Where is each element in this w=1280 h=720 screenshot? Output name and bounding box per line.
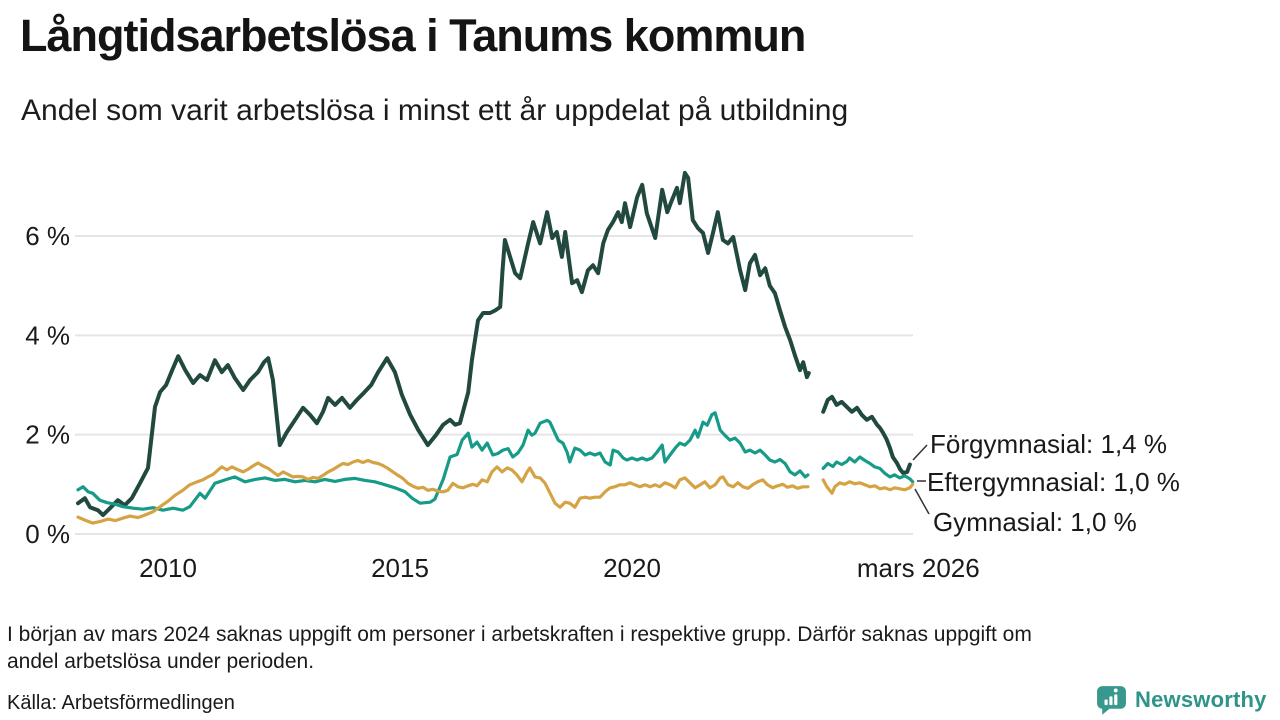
x-tick-label: 2020 [603,553,661,583]
y-tick-label: 0 % [25,519,70,549]
footnote: I början av mars 2024 saknas uppgift om … [7,621,1032,675]
y-tick-label: 6 % [25,221,70,251]
series-line-gymnasial [76,458,915,525]
x-tick-label: mars 2026 [857,553,980,583]
series-end-label-eftergymnasial: Eftergymnasial: 1,0 % [927,467,1180,497]
y-tick-label: 2 % [25,420,70,450]
newsworthy-brand: Newsworthy [1095,683,1267,716]
x-tick-label: 2010 [139,553,197,583]
legend-leader-line-0 [912,444,928,461]
chart-subtitle: Andel som varit arbetslösa i minst ett å… [21,94,849,127]
page-title: Långtidsarbetslösa i Tanums kommun [20,10,806,61]
legend-leader-line-2 [914,488,930,515]
newsworthy-brand-name: Newsworthy [1135,686,1267,712]
series-line-förgymnasial [76,170,912,518]
footnote-line-1: I början av mars 2024 saknas uppgift om … [7,623,1032,646]
footnote-line-2: andel arbetslösa under perioden. [7,650,315,673]
series-end-label-forgymnasial: Förgymnasial: 1,4 % [930,429,1167,459]
y-tick-label: 4 % [25,320,70,350]
series-line-eftergymnasial [76,411,915,512]
source-note: Källa: Arbetsförmedlingen [7,692,235,714]
x-tick-label: 2015 [371,553,429,583]
series-end-label-gymnasial: Gymnasial: 1,0 % [933,507,1137,537]
newsworthy-pin-chart-icon [1095,683,1128,716]
